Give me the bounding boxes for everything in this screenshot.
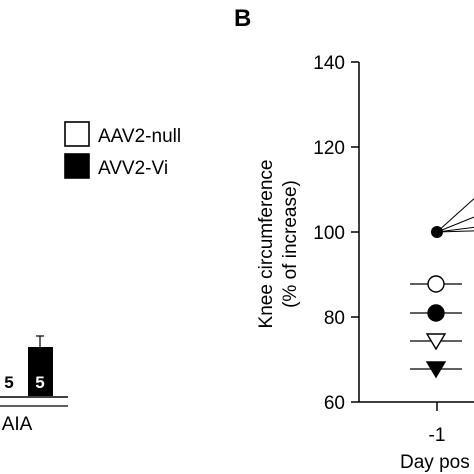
- panel-b-legend: [410, 275, 462, 379]
- legend-marker-filled-circle: [427, 304, 445, 322]
- y-tick-label: 80: [324, 308, 345, 329]
- legend-marker-open-circle: [427, 275, 445, 293]
- data-point: [431, 226, 443, 238]
- bar-avv2-vi: [28, 347, 53, 396]
- legend-marker-filled-triangle-down: [425, 361, 447, 379]
- y-tick-label: 60: [324, 393, 345, 414]
- series-line: [436, 198, 474, 233]
- legend-label-aav2-null: AAV2-null: [98, 126, 181, 147]
- panel-b: Knee circumference (% of increase) 60 80 1…: [256, 53, 474, 473]
- panel-a: AAV2-null AVV2-Vi 5 5 AIA: [0, 121, 181, 435]
- x-axis-label: Day pos: [400, 452, 470, 473]
- y-axis-label: Knee circumference (% of increase): [256, 160, 301, 329]
- legend-swatch-avv2-vi: [64, 153, 90, 179]
- n-label-avv2-vi: 5: [35, 373, 44, 392]
- panel-b-label: B: [234, 5, 251, 32]
- legend-swatch-aav2-null: [64, 121, 90, 147]
- legend-label-avv2-vi: AVV2-Vi: [98, 158, 168, 179]
- series-line: [436, 226, 474, 233]
- x-axis: -1: [359, 401, 474, 446]
- panel-a-legend: AAV2-null AVV2-Vi: [64, 121, 181, 179]
- y-axis-label-line-2: (% of increase): [280, 180, 301, 308]
- n-label-aav2-null: 5: [4, 373, 13, 392]
- y-tick-label: 140: [313, 53, 345, 74]
- y-axis-label-line-1: Knee circumference: [256, 160, 277, 329]
- x-category-aia: AIA: [2, 414, 33, 435]
- legend-marker-open-triangle-down: [425, 333, 447, 351]
- y-tick-label: 120: [313, 138, 345, 159]
- series-line: [436, 230, 474, 233]
- series-lines: [431, 198, 474, 238]
- x-tick-label: -1: [429, 425, 446, 446]
- y-axis: 60 80 100 120 140: [313, 53, 360, 414]
- series-line: [436, 216, 474, 233]
- y-tick-label: 100: [313, 223, 345, 244]
- panel-a-bars: 5 5 AIA: [0, 335, 68, 435]
